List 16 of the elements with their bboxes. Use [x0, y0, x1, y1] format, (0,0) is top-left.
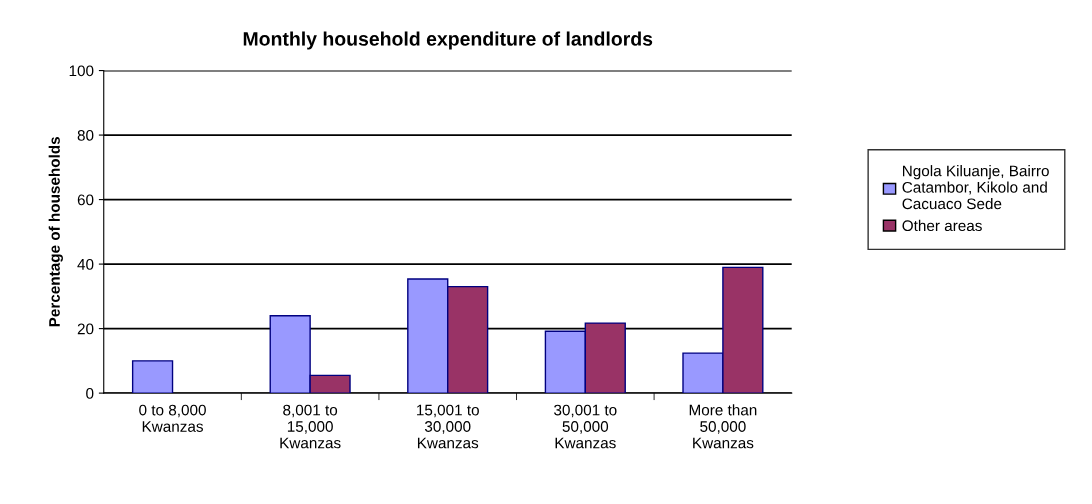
x-tick-label: 15,001 to 30,000 Kwanzas [417, 404, 479, 449]
chart-title: Monthly household expenditure of landlords [243, 31, 653, 50]
legend-label: Ngola Kiluanje, Bairro Catambor, Kikolo and Cacuaco Sede [902, 165, 1049, 210]
y-tick-label: 40 [77, 258, 94, 270]
y-tick-label: 80 [77, 129, 94, 141]
y-tick-label: 20 [77, 323, 94, 335]
x-tick-label: More than 50,000 Kwanzas [689, 404, 757, 449]
y-tick-label: 100 [69, 65, 94, 77]
bar [131, 360, 174, 394]
x-tick-label: 8,001 to 15,000 Kwanzas [280, 404, 341, 449]
y-tick-label: 60 [77, 194, 94, 206]
legend-label: Other areas [902, 219, 982, 232]
x-tick-label: 30,001 to 50,000 Kwanzas [554, 404, 617, 449]
y-axis-title: Percentage of households [48, 136, 63, 327]
x-tick-label: 0 to 8,000 Kwanzas [139, 404, 206, 432]
y-tick-label: 0 [86, 387, 94, 399]
